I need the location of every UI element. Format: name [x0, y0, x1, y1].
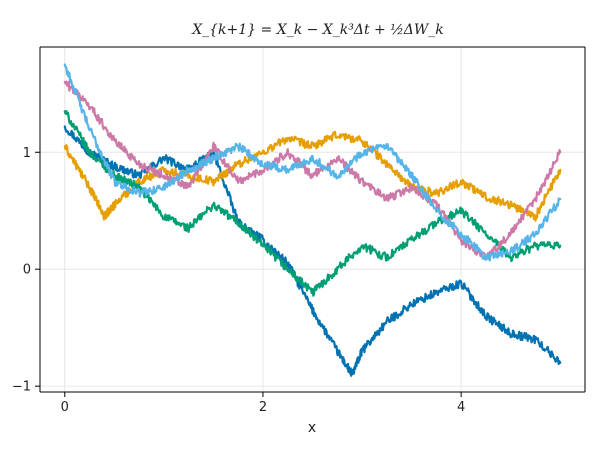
series-line-5	[63, 63, 562, 262]
series-line-4	[63, 80, 562, 261]
x-axis-label: x	[308, 420, 316, 436]
y-tick-label: −1	[12, 380, 31, 395]
series-line-3	[63, 110, 562, 297]
series-group	[63, 63, 562, 377]
series-line-1	[63, 125, 562, 377]
grid	[40, 47, 585, 392]
y-tick-label: 0	[23, 263, 31, 278]
x-tick-label: 0	[61, 400, 69, 415]
chart-title: X_{k+1} = X_k − X_k³Δt + ½ΔW_k	[191, 22, 444, 38]
x-tick-label: 4	[457, 400, 465, 415]
y-tick-label: 1	[23, 146, 31, 161]
axes: 0 2 4 −1 0 1	[12, 46, 586, 415]
x-tick-label: 2	[259, 400, 267, 415]
